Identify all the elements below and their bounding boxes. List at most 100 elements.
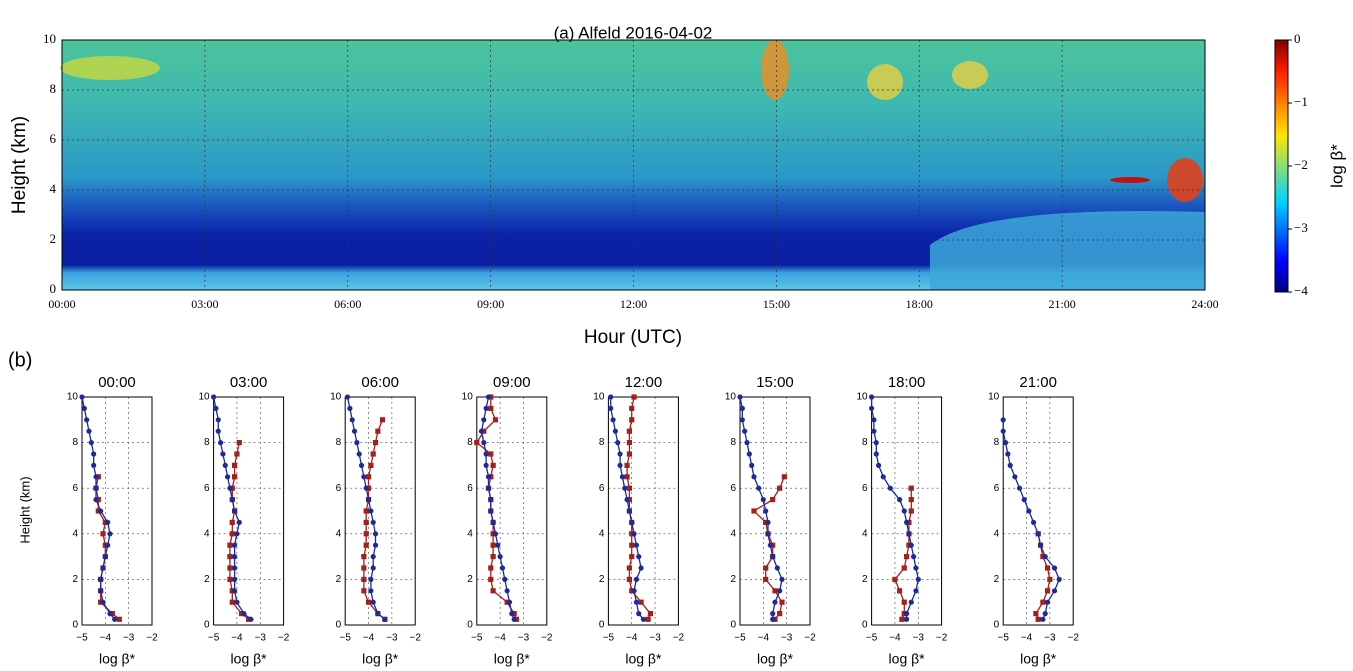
x-tick-label: −5	[76, 633, 88, 644]
profile-point	[763, 508, 769, 514]
y-tick-label: 10	[43, 31, 56, 46]
y-tick-label: 10	[67, 392, 79, 403]
profile-point	[363, 542, 369, 548]
x-tick-label: −2	[146, 633, 158, 644]
profile-point	[488, 565, 494, 571]
profile-point	[483, 405, 489, 411]
x-axis-label: log β*	[99, 651, 136, 667]
profile-point	[871, 428, 877, 434]
x-tick-label: −5	[471, 633, 483, 644]
profile-point	[504, 588, 510, 594]
profile-point	[751, 508, 757, 514]
profile-point	[490, 554, 496, 560]
y-tick-label: 4	[862, 528, 868, 539]
profile-point	[1035, 531, 1041, 537]
y-tick-label: 4	[72, 528, 78, 539]
profile-point	[737, 394, 743, 400]
profile-point	[904, 616, 910, 622]
profile-point	[227, 554, 233, 560]
profile-point	[869, 394, 875, 400]
profile-point	[370, 565, 376, 571]
profile-point	[1051, 565, 1058, 571]
profile-point	[629, 554, 635, 560]
profile-point	[1044, 599, 1051, 605]
profile-point	[499, 565, 506, 571]
profile-point	[492, 417, 499, 423]
profile-point	[363, 531, 369, 537]
profile-point	[781, 474, 787, 480]
profile-point	[100, 531, 106, 537]
profile-point	[904, 611, 910, 617]
y-tick-label: 10	[198, 392, 210, 403]
profile-point	[347, 405, 353, 411]
profile-point	[763, 576, 769, 582]
profile-point	[98, 576, 104, 583]
profile-point	[227, 576, 233, 582]
profile-point	[98, 588, 104, 594]
subplot-title: 03:00	[230, 374, 268, 391]
profile-point	[904, 554, 910, 560]
profile-point	[897, 588, 903, 594]
profile-point	[622, 485, 628, 491]
profile-point	[363, 485, 369, 491]
profile-point	[227, 565, 233, 571]
profile-point	[636, 611, 642, 617]
profile-point	[509, 611, 515, 617]
x-axis-label: log β*	[625, 651, 662, 667]
x-tick-label: −5	[997, 633, 1009, 644]
profile-point	[1044, 565, 1051, 571]
y-tick-label: 10	[593, 392, 605, 403]
profile-point	[229, 599, 235, 605]
profile-point	[105, 519, 111, 526]
profile-point	[608, 394, 614, 400]
profile-point	[236, 440, 242, 446]
y-axis-label: Height (km)	[17, 476, 32, 543]
profile-point	[744, 440, 750, 446]
y-axis-label: Height (km)	[9, 116, 30, 214]
y-tick-label: 4	[50, 181, 57, 196]
profile-point	[610, 417, 616, 423]
profile-point	[765, 519, 771, 526]
profile-point	[488, 576, 494, 582]
profile-point	[1040, 616, 1046, 622]
subplot-title: 18:00	[888, 374, 926, 391]
x-tick-label: −2	[936, 633, 948, 644]
profile-point	[506, 599, 513, 605]
profile-point	[904, 519, 910, 526]
profile-point	[241, 611, 247, 617]
profile-point	[1042, 554, 1048, 560]
profile-point	[612, 428, 619, 434]
profile-point	[1047, 576, 1053, 582]
y-tick-label: 4	[467, 528, 473, 539]
profile-point	[626, 508, 633, 514]
x-tick-label: 00:00	[48, 297, 75, 311]
profile-point	[908, 485, 914, 491]
profile-point	[349, 417, 355, 423]
profile-point	[876, 462, 882, 468]
profile-point	[777, 485, 783, 491]
colorbar	[1274, 39, 1289, 293]
profile-point	[913, 588, 919, 594]
profile-point	[365, 474, 372, 480]
profile-point	[232, 474, 238, 480]
profile-point	[368, 576, 374, 583]
profile-point	[102, 554, 108, 560]
profile-point	[631, 588, 637, 594]
y-tick-label: 6	[599, 483, 605, 494]
profile-point	[770, 611, 776, 617]
profile-point	[779, 599, 785, 605]
colorbar-tick-label: −1	[1294, 94, 1308, 109]
profile-point	[98, 508, 104, 514]
profile-point	[915, 576, 921, 583]
profile-point	[490, 519, 496, 526]
profile-point	[91, 462, 97, 468]
profile-point	[490, 462, 496, 468]
profile-point	[372, 542, 379, 548]
profile-point	[617, 451, 623, 457]
profile-point	[213, 405, 219, 411]
profile-point	[84, 417, 90, 423]
profile-point	[871, 417, 877, 423]
profile-point	[901, 565, 907, 571]
x-tick-label: −2	[1067, 633, 1079, 644]
y-tick-label: 4	[730, 528, 736, 539]
